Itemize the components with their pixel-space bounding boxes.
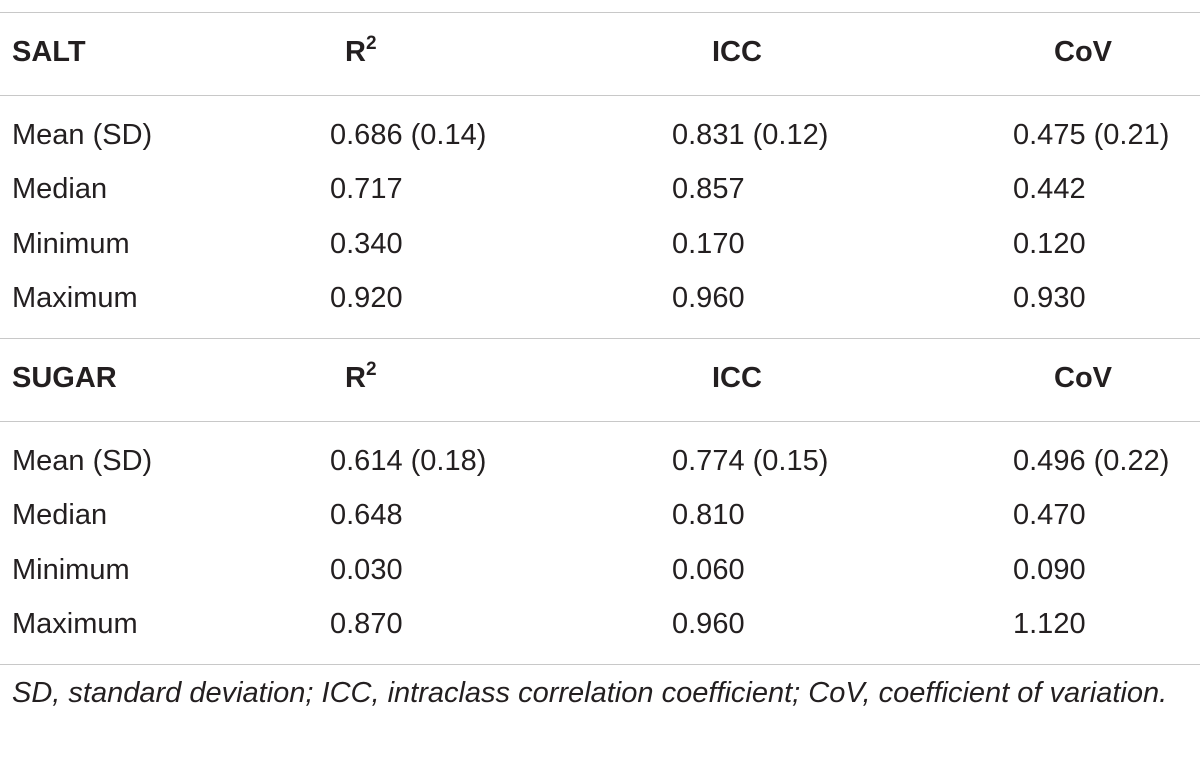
footnote: SD, standard deviation; ICC, intraclass …: [12, 677, 1168, 709]
cell-value: 0.831 (0.12): [672, 119, 829, 151]
cell-value: 0.810: [672, 499, 745, 532]
superscript: 2: [365, 359, 377, 380]
row-label: Minimum: [12, 227, 130, 260]
divider: [0, 95, 1200, 96]
row-label: Maximum: [12, 281, 138, 314]
header-text: ICC: [712, 36, 762, 68]
divider: [0, 12, 1200, 13]
cell-value: 0.857: [672, 173, 745, 206]
header-text: CoV: [1054, 362, 1112, 394]
cell-value: 0.475 (0.21): [1013, 119, 1170, 151]
cell-value: 0.442: [1013, 173, 1086, 206]
header-text: ICC: [712, 362, 762, 394]
cell-value: 0.340: [330, 227, 403, 260]
column-header: R2: [345, 359, 377, 395]
cell-value: 0.614 (0.18): [330, 445, 487, 477]
cell-value: 0.060: [672, 553, 745, 586]
cell-value: 0.496 (0.22): [1013, 445, 1170, 477]
divider: [0, 338, 1200, 339]
header-text: CoV: [1054, 36, 1112, 68]
section-title: SALT: [12, 36, 86, 68]
cell-value: 0.120: [1013, 227, 1086, 260]
cell-value: 0.960: [672, 607, 745, 640]
header-text: R: [345, 362, 366, 394]
cell-value: 0.774 (0.15): [672, 445, 829, 477]
column-header: ICC: [712, 361, 762, 395]
row-label: Mean (SD): [12, 445, 153, 477]
row-label: Median: [12, 499, 108, 532]
cell-value: 0.170: [672, 227, 745, 260]
column-header: CoV: [1054, 361, 1112, 395]
divider: [0, 664, 1200, 665]
column-header: ICC: [712, 35, 762, 69]
column-header: R2: [345, 33, 377, 69]
row-label: Mean (SD): [12, 119, 153, 151]
cell-value: 0.960: [672, 281, 745, 314]
column-header: CoV: [1054, 35, 1112, 69]
cell-value: 0.920: [330, 281, 403, 314]
row-label: Minimum: [12, 553, 130, 586]
cell-value: 0.686 (0.14): [330, 119, 487, 151]
cell-value: 0.470: [1013, 499, 1086, 532]
row-label: Maximum: [12, 607, 138, 640]
cell-value: 0.090: [1013, 553, 1086, 586]
divider: [0, 421, 1200, 422]
superscript: 2: [365, 33, 377, 54]
section-title: SUGAR: [12, 362, 117, 394]
cell-value: 1.120: [1013, 607, 1086, 640]
cell-value: 0.648: [330, 499, 403, 532]
cell-value: 0.930: [1013, 281, 1086, 314]
cell-value: 0.870: [330, 607, 403, 640]
row-label: Median: [12, 173, 108, 206]
cell-value: 0.030: [330, 553, 403, 586]
header-text: R: [345, 36, 366, 68]
cell-value: 0.717: [330, 173, 403, 206]
